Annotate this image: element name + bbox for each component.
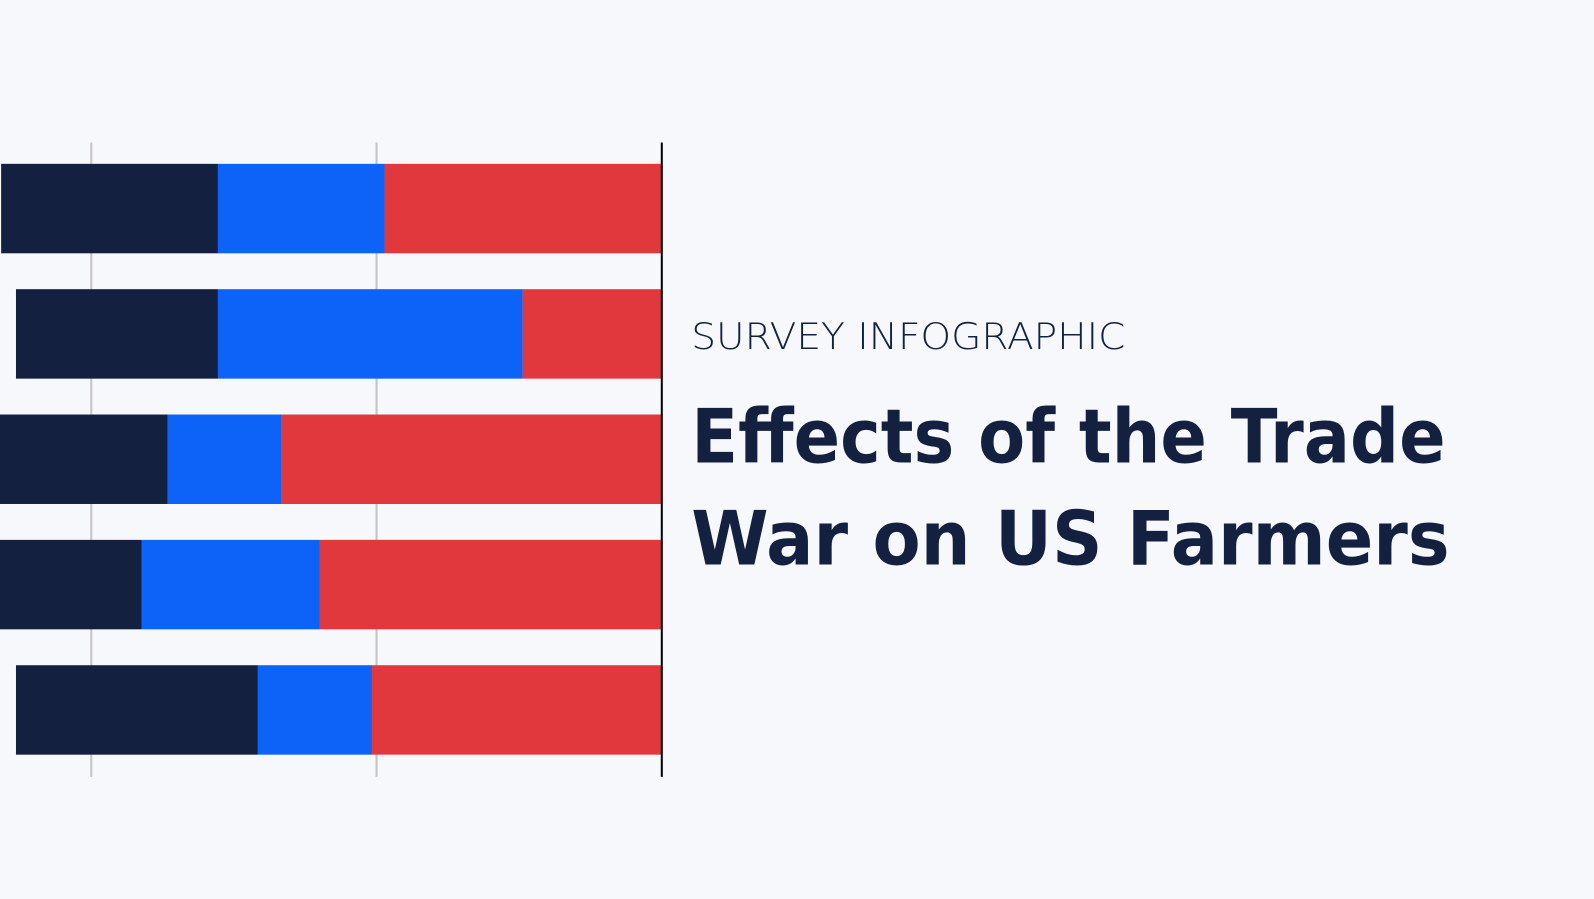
bar-segment bbox=[15, 665, 258, 755]
bar-segment bbox=[167, 414, 282, 504]
bar-segment bbox=[217, 163, 385, 254]
bar-segment bbox=[319, 539, 662, 630]
chart-title: Effects of the Trade bbox=[691, 393, 1445, 481]
bar-segment bbox=[141, 539, 320, 630]
bar-segment bbox=[15, 289, 218, 379]
bar-segment bbox=[0, 414, 168, 504]
bar-segment bbox=[384, 163, 662, 254]
bar-segment bbox=[257, 665, 372, 755]
bar-segment bbox=[281, 414, 662, 504]
bar-segment bbox=[0, 539, 142, 630]
bar-segment bbox=[522, 289, 662, 379]
overline: SURVEY INFOGRAPHIC bbox=[691, 315, 1125, 358]
chart-title: War on US Farmers bbox=[691, 494, 1449, 582]
bar-segment bbox=[371, 665, 662, 755]
bar-segment bbox=[217, 289, 523, 379]
bars bbox=[0, 163, 662, 755]
bar-segment bbox=[1, 163, 218, 254]
